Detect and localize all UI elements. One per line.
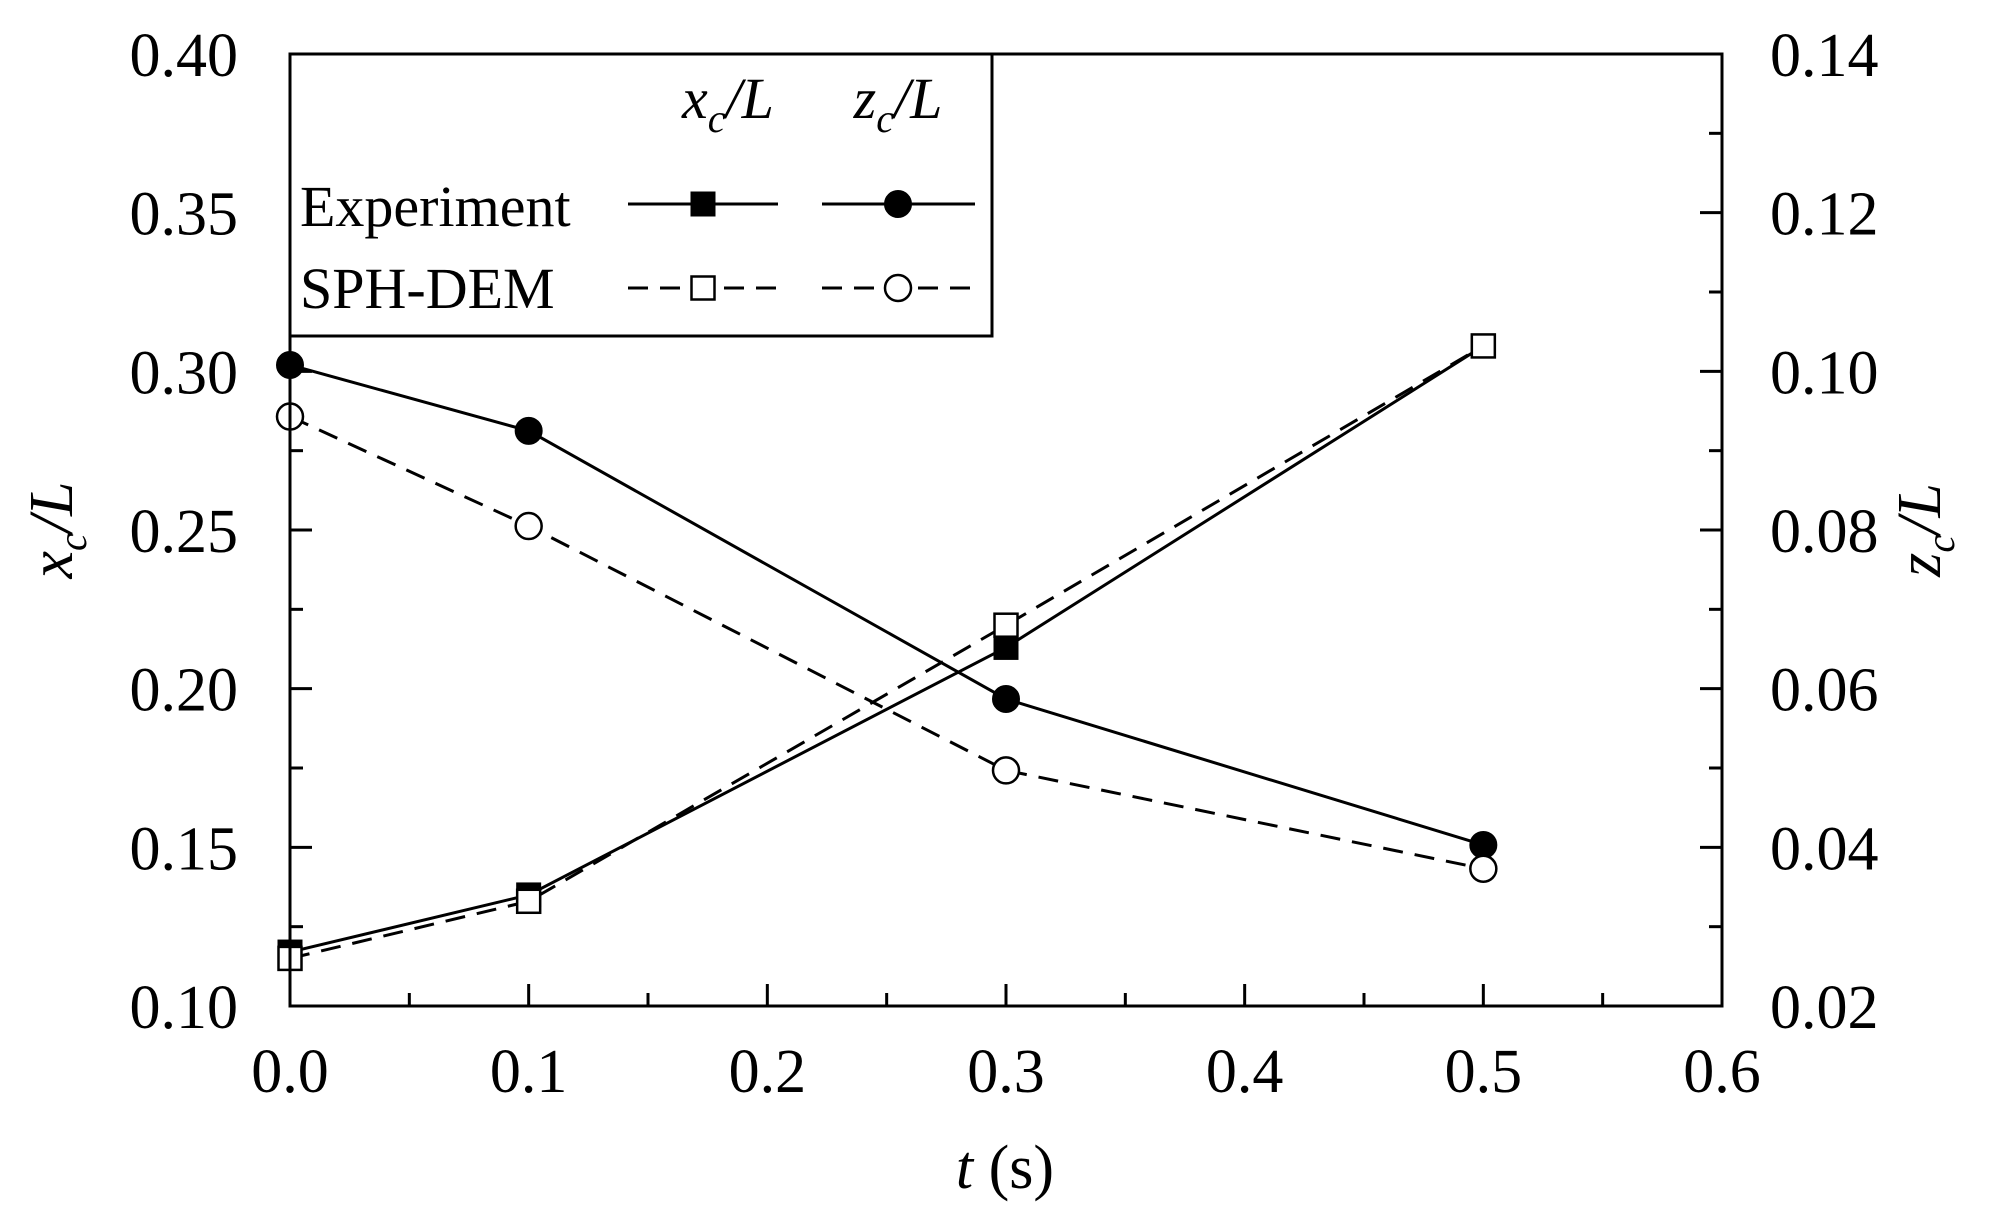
data-point-experiment-z-c-l — [992, 684, 1020, 713]
x-axis-unit: (s) — [989, 1134, 1054, 1202]
y-left-var: x — [18, 551, 86, 580]
y-left-rest: /L — [18, 481, 86, 536]
legend-header-zc: zc/L — [853, 66, 943, 141]
y-right-tick-label: 0.08 — [1770, 498, 1879, 566]
y-right-tick-label: 0.14 — [1770, 22, 1879, 90]
data-point-sph-dem-x-c-l — [993, 612, 1019, 638]
y-right-tick-label: 0.12 — [1770, 181, 1879, 249]
y-left-tick-label: 0.30 — [130, 339, 239, 407]
legend-swatch-sph-dem-zc-marker — [883, 273, 913, 303]
y-right-sub: c — [1918, 535, 1963, 553]
data-point-sph-dem-z-c-l — [1469, 854, 1498, 884]
legend-header-xc: xc/L — [681, 66, 774, 141]
legend-label-experiment: Experiment — [300, 174, 571, 239]
legend-label-sph-dem: SPH-DEM — [300, 256, 555, 321]
y-right-tick-label: 0.02 — [1770, 974, 1879, 1042]
series-markers — [275, 333, 1498, 972]
legend-swatches — [628, 190, 975, 303]
data-point-sph-dem-z-c-l — [514, 511, 543, 541]
legend-swatch-experiment-zc-marker — [884, 190, 912, 218]
y-right-tick-label: 0.10 — [1770, 339, 1879, 407]
series-line-experiment-z-c-l — [289, 363, 1484, 847]
y-right-tick-label: 0.04 — [1770, 815, 1879, 883]
data-point-sph-dem-z-c-l — [991, 756, 1021, 785]
x-axis-var: t — [956, 1134, 975, 1202]
x-tick-label: 0.0 — [251, 1038, 329, 1106]
data-point-sph-dem-x-c-l — [1470, 333, 1497, 359]
legend: xc/L zc/L Experiment SPH-DEM — [288, 52, 994, 338]
x-tick-label: 0.4 — [1206, 1038, 1284, 1106]
y-left-tick-labels: 0.10 0.15 0.20 0.25 0.30 0.35 0.40 — [130, 22, 239, 1042]
legend-swatch-sph-dem-xc-marker — [690, 275, 716, 301]
y-left-tick-label: 0.10 — [130, 974, 239, 1042]
y-left-tick-label: 0.35 — [130, 181, 239, 249]
series-line-experiment-x-c-l — [289, 344, 1485, 954]
y-right-var: z — [1886, 553, 1954, 578]
y-left-sub: c — [50, 533, 95, 551]
y-right-rest: /L — [1886, 483, 1954, 538]
y-left-tick-label: 0.20 — [130, 657, 239, 725]
data-point-experiment-z-c-l — [1469, 830, 1498, 859]
series-line-sph-dem-z-c-l — [289, 415, 1484, 871]
x-tick-label: 0.1 — [490, 1038, 568, 1106]
y-left-tick-label: 0.15 — [130, 815, 239, 883]
x-tick-label: 0.3 — [967, 1038, 1045, 1106]
x-axis-title: t (s) — [956, 1134, 1054, 1202]
y-left-tick-label: 0.25 — [130, 498, 239, 566]
y-right-axis-title: zc/L — [1886, 483, 1963, 578]
x-tick-label: 0.6 — [1683, 1038, 1761, 1106]
x-tick-labels: 0.0 0.1 0.2 0.3 0.4 0.5 0.6 — [251, 1038, 1761, 1106]
y-left-tick-label: 0.40 — [130, 22, 239, 90]
data-point-experiment-x-c-l — [993, 634, 1019, 660]
x-tick-label: 0.2 — [729, 1038, 807, 1106]
series-lines — [289, 344, 1485, 960]
data-point-experiment-z-c-l — [514, 416, 543, 445]
y-right-tick-label: 0.06 — [1770, 657, 1879, 725]
series-line-sph-dem-x-c-l — [289, 344, 1485, 960]
data-point-sph-dem-x-c-l — [515, 888, 542, 915]
x-tick-label: 0.5 — [1445, 1038, 1523, 1106]
legend-swatch-experiment-xc-marker — [690, 191, 716, 217]
y-left-axis-title: xc/L — [18, 481, 95, 579]
y-right-tick-labels: 0.02 0.04 0.06 0.08 0.10 0.12 0.14 — [1770, 22, 1879, 1042]
